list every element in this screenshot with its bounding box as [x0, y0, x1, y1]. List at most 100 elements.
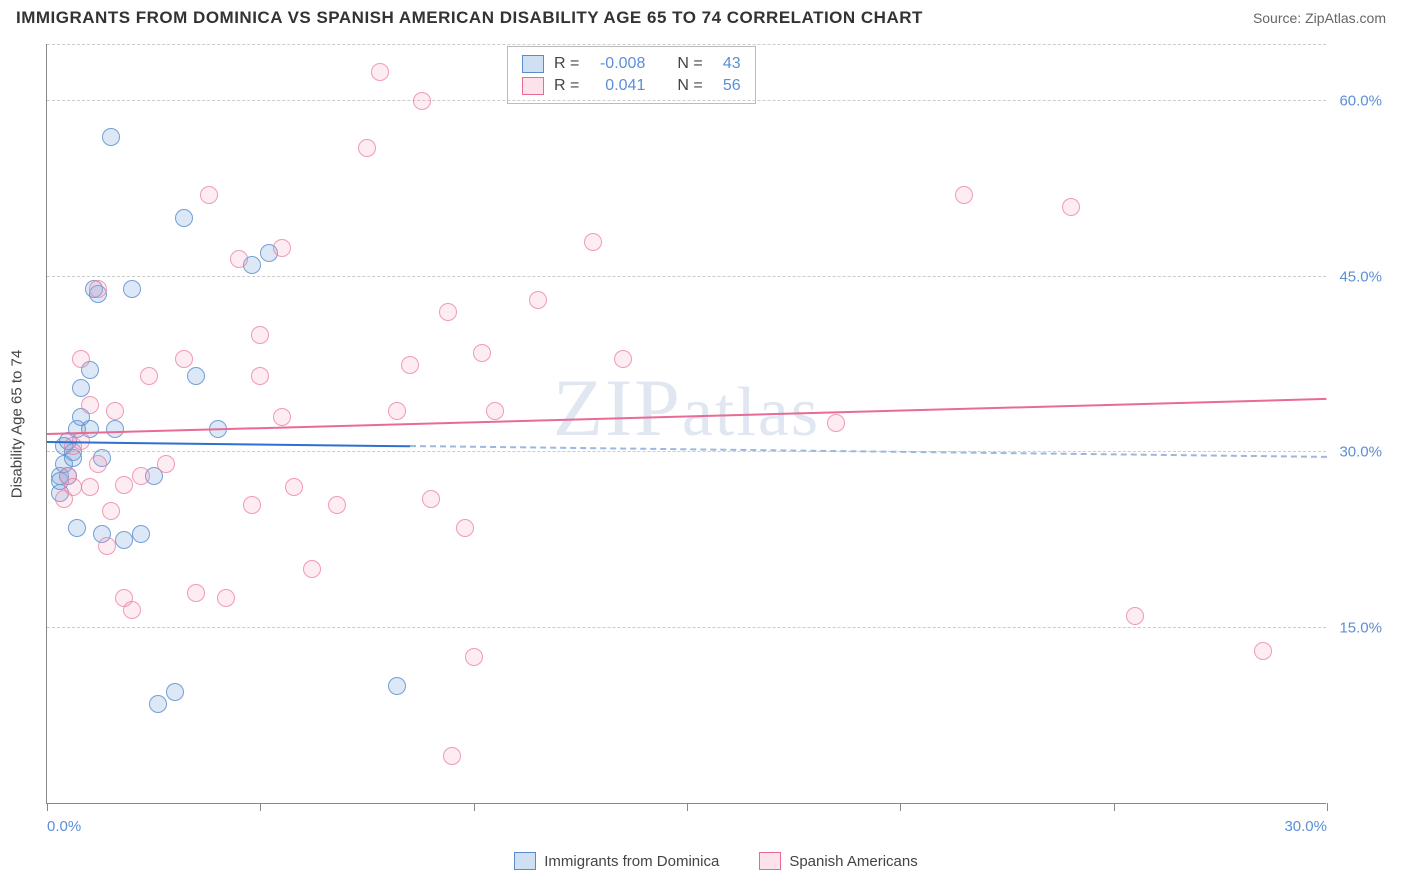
data-point — [187, 584, 205, 602]
chart-container: Disability Age 65 to 74 ZIPatlas R = -0.… — [46, 44, 1386, 834]
gridline — [47, 44, 1326, 45]
data-point — [303, 560, 321, 578]
data-point — [132, 525, 150, 543]
trend-line — [47, 398, 1327, 435]
data-point — [175, 209, 193, 227]
data-point — [955, 186, 973, 204]
data-point — [486, 402, 504, 420]
data-point — [614, 350, 632, 368]
trend-line — [47, 441, 410, 447]
data-point — [285, 478, 303, 496]
x-tick — [900, 803, 901, 811]
swatch-pink-icon — [759, 852, 781, 870]
r-value-blue: -0.008 — [589, 55, 645, 73]
legend-item-pink: Spanish Americans — [759, 852, 917, 870]
data-point — [68, 519, 86, 537]
n-value-blue: 43 — [713, 55, 741, 73]
data-point — [115, 476, 133, 494]
data-point — [1254, 642, 1272, 660]
data-point — [413, 92, 431, 110]
data-point — [273, 239, 291, 257]
data-point — [243, 496, 261, 514]
data-point — [89, 280, 107, 298]
swatch-pink-icon — [522, 77, 544, 95]
x-tick — [260, 803, 261, 811]
data-point — [200, 186, 218, 204]
r-label: R = — [554, 55, 579, 73]
r-label: R = — [554, 77, 579, 95]
r-value-pink: 0.041 — [589, 77, 645, 95]
n-value-pink: 56 — [713, 77, 741, 95]
legend-label-pink: Spanish Americans — [789, 853, 917, 870]
data-point — [102, 128, 120, 146]
chart-source: Source: ZipAtlas.com — [1253, 10, 1386, 26]
legend-item-blue: Immigrants from Dominica — [514, 852, 719, 870]
data-point — [358, 139, 376, 157]
data-point — [529, 291, 547, 309]
data-point — [106, 420, 124, 438]
data-point — [251, 326, 269, 344]
y-tick-label: 45.0% — [1339, 268, 1382, 285]
n-label: N = — [677, 77, 702, 95]
data-point — [140, 367, 158, 385]
data-point — [827, 414, 845, 432]
data-point — [81, 478, 99, 496]
swatch-blue-icon — [514, 852, 536, 870]
legend-row-pink: R = 0.041 N = 56 — [522, 75, 741, 97]
y-axis-label: Disability Age 65 to 74 — [9, 349, 26, 497]
data-point — [106, 402, 124, 420]
plot-area: Disability Age 65 to 74 ZIPatlas R = -0.… — [46, 44, 1326, 804]
data-point — [157, 455, 175, 473]
gridline — [47, 627, 1326, 628]
data-point — [98, 537, 116, 555]
x-tick — [1114, 803, 1115, 811]
data-point — [439, 303, 457, 321]
correlation-legend: R = -0.008 N = 43 R = 0.041 N = 56 — [507, 46, 756, 104]
gridline — [47, 276, 1326, 277]
x-tick — [1327, 803, 1328, 811]
data-point — [1126, 607, 1144, 625]
data-point — [251, 367, 269, 385]
data-point — [89, 455, 107, 473]
data-point — [401, 356, 419, 374]
data-point — [443, 747, 461, 765]
chart-title: IMMIGRANTS FROM DOMINICA VS SPANISH AMER… — [16, 8, 923, 28]
data-point — [149, 695, 167, 713]
y-tick-label: 30.0% — [1339, 444, 1382, 461]
data-point — [123, 601, 141, 619]
data-point — [456, 519, 474, 537]
data-point — [217, 589, 235, 607]
data-point — [371, 63, 389, 81]
data-point — [465, 648, 483, 666]
data-point — [123, 280, 141, 298]
n-label: N = — [677, 55, 702, 73]
data-point — [132, 467, 150, 485]
data-point — [422, 490, 440, 508]
legend-label-blue: Immigrants from Dominica — [544, 853, 719, 870]
gridline — [47, 100, 1326, 101]
y-tick-label: 15.0% — [1339, 619, 1382, 636]
data-point — [64, 478, 82, 496]
data-point — [187, 367, 205, 385]
data-point — [175, 350, 193, 368]
data-point — [230, 250, 248, 268]
data-point — [473, 344, 491, 362]
x-tick — [474, 803, 475, 811]
x-tick — [47, 803, 48, 811]
data-point — [1062, 198, 1080, 216]
y-tick-label: 60.0% — [1339, 93, 1382, 110]
data-point — [388, 677, 406, 695]
x-tick-label: 0.0% — [47, 818, 81, 835]
series-legend: Immigrants from Dominica Spanish America… — [46, 852, 1386, 870]
swatch-blue-icon — [522, 55, 544, 73]
data-point — [328, 496, 346, 514]
data-point — [584, 233, 602, 251]
data-point — [115, 531, 133, 549]
data-point — [273, 408, 291, 426]
legend-row-blue: R = -0.008 N = 43 — [522, 53, 741, 75]
data-point — [102, 502, 120, 520]
x-tick-label: 30.0% — [1284, 818, 1327, 835]
x-tick — [687, 803, 688, 811]
data-point — [388, 402, 406, 420]
data-point — [72, 379, 90, 397]
